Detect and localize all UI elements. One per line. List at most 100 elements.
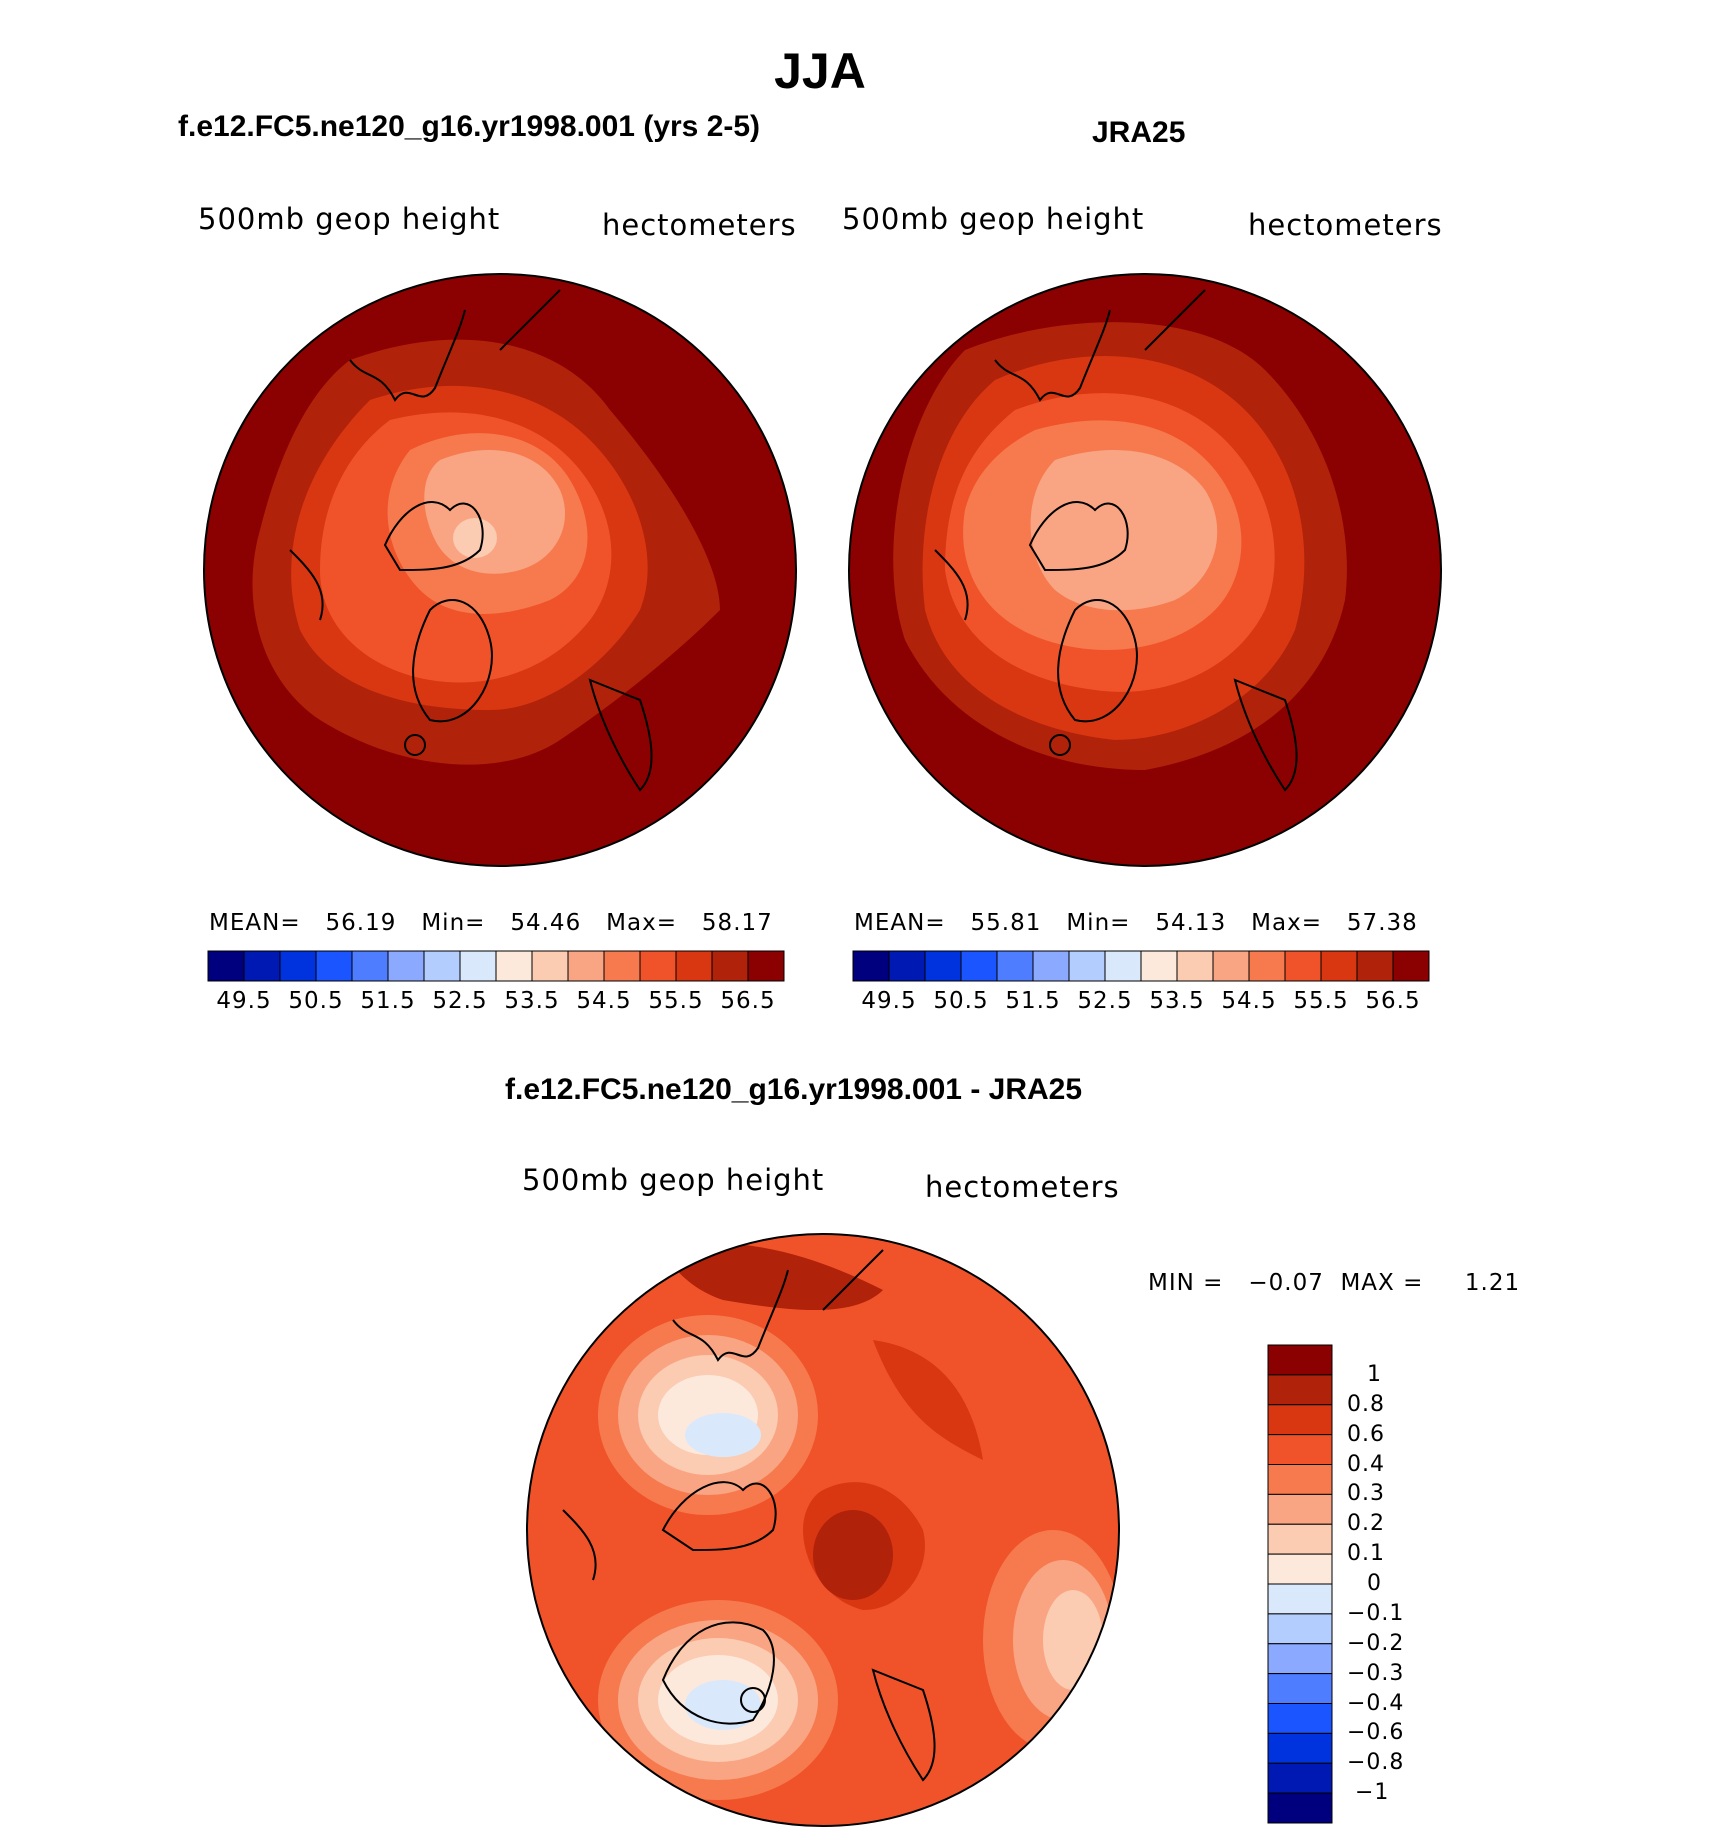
- colorbar-tick-label: 51.5: [1005, 988, 1061, 1014]
- colorbar-swatch: [1267, 1523, 1333, 1555]
- max-label: Max=: [606, 910, 677, 936]
- colorbar-obs: [852, 950, 1430, 982]
- min-value: 54.46: [510, 910, 582, 936]
- colorbar-swatch: [279, 950, 317, 982]
- mean-value: 55.81: [970, 910, 1042, 936]
- colorbar-swatch: [1267, 1792, 1333, 1824]
- colorbar-swatch: [960, 950, 998, 982]
- variable-label-diff: 500mb geop height: [522, 1163, 825, 1197]
- colorbar-tick-label: 0: [1367, 1571, 1382, 1596]
- units-label-obs: hectometers: [1248, 208, 1443, 242]
- colorbar-tick-label: −0.3: [1347, 1660, 1405, 1686]
- colorbar-tick-label: −0.2: [1347, 1630, 1405, 1656]
- polar-map-obs: [848, 273, 1442, 867]
- colorbar-swatch: [639, 950, 677, 982]
- colorbar-tick-label: 50.5: [288, 988, 344, 1014]
- colorbar-swatch: [1267, 1732, 1333, 1764]
- variable-label-obs: 500mb geop height: [842, 202, 1145, 236]
- colorbar-swatch: [1068, 950, 1106, 982]
- colorbar-tick-label: 54.5: [1221, 988, 1277, 1014]
- colorbar-swatch: [423, 950, 461, 982]
- colorbar-swatch: [996, 950, 1034, 982]
- colorbar-tick-label: 53.5: [504, 988, 560, 1014]
- colorbar-swatch: [747, 950, 785, 982]
- colorbar-swatch: [1267, 1404, 1333, 1436]
- colorbar-difference: [1267, 1344, 1333, 1824]
- colorbar-tick-label: −0.4: [1347, 1690, 1405, 1716]
- colorbar-tick-label: 56.5: [720, 988, 776, 1014]
- max-value: 57.38: [1346, 910, 1418, 936]
- colorbar-model: [207, 950, 785, 982]
- difference-title: f.e12.FC5.ne120_g16.yr1998.001 - JRA25: [505, 1073, 1083, 1106]
- colorbar-swatch: [1267, 1673, 1333, 1704]
- polar-map-difference: [526, 1233, 1120, 1827]
- colorbar-tick-label: 49.5: [216, 988, 272, 1014]
- colorbar-tick-label: 55.5: [1293, 988, 1349, 1014]
- colorbar-swatch: [1267, 1493, 1333, 1525]
- colorbar-swatch: [1267, 1703, 1333, 1734]
- colorbar-swatch: [315, 950, 353, 982]
- colorbar-swatch: [1267, 1583, 1333, 1615]
- colorbar-tick-label: 52.5: [1077, 988, 1133, 1014]
- colorbar-tick-label: −1: [1355, 1780, 1390, 1806]
- colorbar-swatch: [711, 950, 749, 982]
- colorbar-swatch: [1267, 1374, 1333, 1406]
- colorbar-swatch: [1267, 1762, 1333, 1794]
- colorbar-ticks-model: 49.5 50.5 51.5 52.5 53.5 54.5 55.5 56.5: [208, 988, 784, 1018]
- colorbar-tick-label: 55.5: [648, 988, 704, 1014]
- colorbar-swatch: [924, 950, 962, 982]
- colorbar-tick-label: −0.1: [1347, 1600, 1405, 1626]
- max-label: Max=: [1251, 910, 1322, 936]
- mean-label: MEAN=: [209, 910, 301, 936]
- colorbar-swatch: [1320, 950, 1358, 982]
- colorbar-ticks-obs: 49.5 50.5 51.5 52.5 53.5 54.5 55.5 56.5: [853, 988, 1429, 1018]
- colorbar-swatch: [1267, 1464, 1333, 1495]
- colorbar-swatch: [852, 950, 890, 982]
- units-label-model: hectometers: [602, 208, 797, 242]
- colorbar-swatch: [1267, 1613, 1333, 1645]
- colorbar-tick-label: 53.5: [1149, 988, 1205, 1014]
- colorbar-swatch: [1356, 950, 1394, 982]
- colorbar-swatch: [459, 950, 497, 982]
- colorbar-swatch: [675, 950, 713, 982]
- colorbar-ticks-difference: 1 0.8 0.6 0.4 0.3 0.2 0.1 0 −0.1 −0.2 −0.3 −0.4 −0.6…: [1345, 1345, 1465, 1823]
- colorbar-swatch: [1140, 950, 1178, 982]
- colorbar-swatch: [1212, 950, 1250, 982]
- stats-obs: MEAN= 55.81 Min= 54.13 Max= 57.38: [854, 910, 1418, 936]
- max-value: 58.17: [701, 910, 773, 936]
- variable-label-model: 500mb geop height: [198, 202, 501, 236]
- colorbar-tick-label: 50.5: [933, 988, 989, 1014]
- colorbar-tick-label: 56.5: [1365, 988, 1421, 1014]
- polar-map-model: [203, 273, 797, 867]
- colorbar-tick-label: 0.4: [1347, 1451, 1385, 1477]
- colorbar-tick-label: 49.5: [861, 988, 917, 1014]
- colorbar-swatch: [1267, 1434, 1333, 1465]
- colorbar-swatch: [243, 950, 281, 982]
- colorbar-swatch: [1284, 950, 1322, 982]
- colorbar-swatch: [387, 950, 425, 982]
- panel-title-obs: JRA25: [1092, 116, 1186, 149]
- min-label: Min=: [421, 910, 486, 936]
- colorbar-tick-label: 0.8: [1347, 1391, 1385, 1417]
- colorbar-swatch: [495, 950, 533, 982]
- colorbar-tick-label: 52.5: [432, 988, 488, 1014]
- colorbar-swatch: [1248, 950, 1286, 982]
- minmax-diff: MIN = −0.07 MAX = 1.21: [1148, 1270, 1521, 1296]
- colorbar-swatch: [1104, 950, 1142, 982]
- colorbar-swatch: [1267, 1553, 1333, 1585]
- units-label-diff: hectometers: [925, 1170, 1120, 1204]
- colorbar-tick-label: 54.5: [576, 988, 632, 1014]
- mean-value: 56.19: [325, 910, 397, 936]
- colorbar-swatch: [1392, 950, 1430, 982]
- min-value: 54.13: [1155, 910, 1227, 936]
- colorbar-tick-label: 0.2: [1347, 1511, 1385, 1537]
- figure-title: JJA: [774, 43, 866, 99]
- panel-title-model: f.e12.FC5.ne120_g16.yr1998.001 (yrs 2-5): [178, 110, 761, 143]
- colorbar-swatch: [1267, 1344, 1333, 1376]
- colorbar-swatch: [888, 950, 926, 982]
- mean-label: MEAN=: [854, 910, 946, 936]
- min-label: Min=: [1066, 910, 1131, 936]
- colorbar-swatch: [567, 950, 605, 982]
- colorbar-tick-label: −0.6: [1347, 1720, 1405, 1746]
- stats-model: MEAN= 56.19 Min= 54.46 Max= 58.17: [209, 910, 773, 936]
